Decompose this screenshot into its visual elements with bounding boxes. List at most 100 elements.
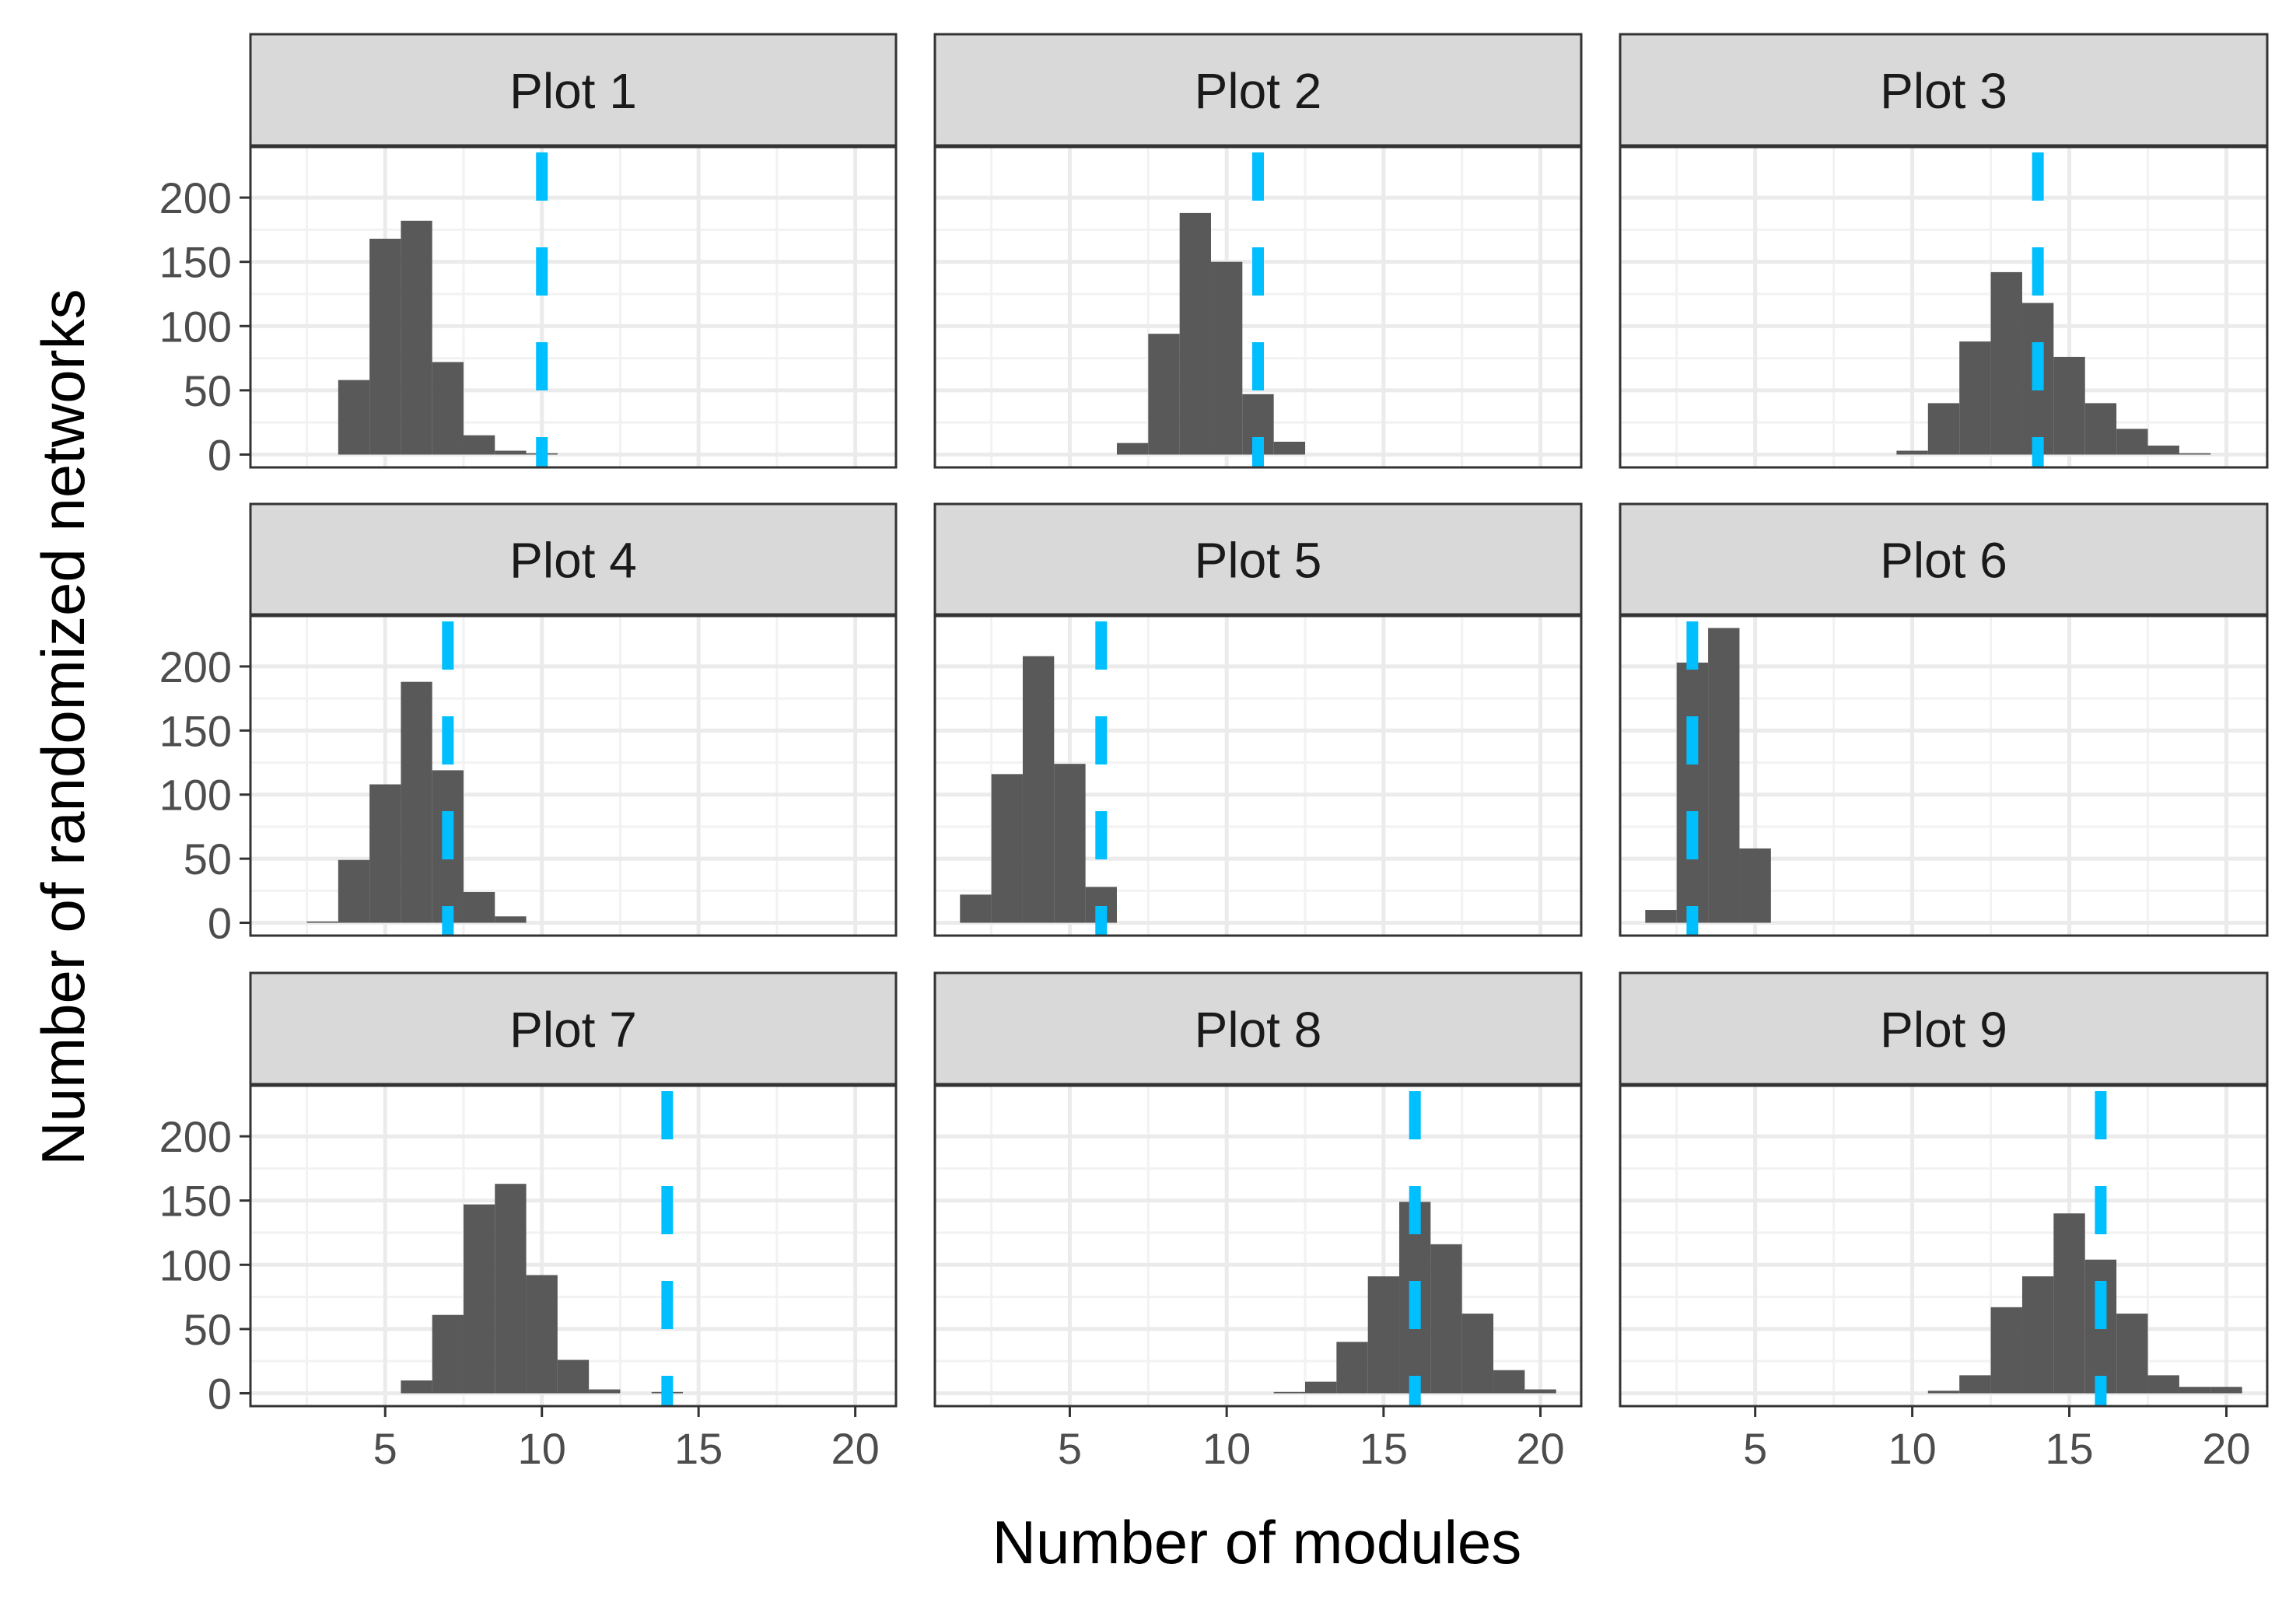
- panel-title: Plot 7: [509, 1002, 637, 1058]
- x-tick-label: 10: [1202, 1424, 1251, 1473]
- histogram-bar: [2053, 1213, 2085, 1394]
- y-tick-label: 150: [159, 1177, 232, 1226]
- histogram-bar: [463, 891, 495, 923]
- histogram-bar: [2116, 1314, 2148, 1394]
- x-tick-label: 5: [1058, 1424, 1082, 1473]
- histogram-bar: [1054, 764, 1086, 923]
- panel-title: Plot 4: [509, 533, 637, 589]
- histogram-bar: [2084, 403, 2117, 455]
- x-tick-label: 20: [831, 1424, 879, 1473]
- panel-8: Plot 8 5 10 15 20: [933, 971, 1583, 1473]
- x-tick-label: 10: [1888, 1424, 1936, 1473]
- x-tick-label: 20: [2202, 1424, 2250, 1473]
- histogram-bar: [1708, 628, 1740, 923]
- histogram-bar: [401, 1380, 432, 1394]
- histogram-bar: [2210, 1387, 2242, 1394]
- panel-title: Plot 9: [1880, 1002, 2007, 1058]
- histogram-bar: [1305, 1381, 1337, 1394]
- histogram-bar: [1959, 341, 1991, 455]
- histogram-bar: [2116, 429, 2148, 455]
- y-tick-label: 150: [159, 706, 232, 755]
- panel-background: [1620, 1085, 2267, 1406]
- strip-background: [1619, 502, 2269, 617]
- histogram-bar: [1927, 1391, 1960, 1394]
- histogram-bar: [589, 1389, 621, 1394]
- histogram-bar: [1990, 271, 2022, 455]
- x-tick-label: 15: [2045, 1424, 2093, 1473]
- histogram-bar: [1430, 1244, 1462, 1394]
- panel-title: Plot 6: [1880, 533, 2007, 589]
- panel-6: Plot 6: [1619, 502, 2269, 937]
- panel-background: [250, 1085, 896, 1406]
- histogram-bar: [463, 1204, 495, 1394]
- histogram-bar: [369, 238, 401, 455]
- histogram-bar: [432, 362, 464, 455]
- histogram-bar: [2147, 445, 2179, 455]
- panel-2: Plot 2: [933, 33, 1583, 469]
- y-tick-label: 200: [159, 642, 232, 691]
- histogram-bar: [306, 921, 338, 923]
- strip-background: [1619, 33, 2269, 148]
- histogram-bar: [432, 1314, 464, 1394]
- histogram-bar: [2021, 1276, 2054, 1394]
- histogram-bar: [338, 380, 370, 455]
- histogram-bar: [1273, 1391, 1306, 1394]
- histogram-bar: [463, 435, 495, 455]
- x-tick-label: 10: [518, 1424, 566, 1473]
- histogram-bar: [338, 859, 370, 923]
- histogram-bar: [1367, 1276, 1400, 1394]
- x-axis-title: Number of modules: [992, 1508, 1522, 1576]
- histogram-bar: [1645, 910, 1677, 923]
- histogram-bar: [1116, 443, 1149, 455]
- histogram-bar: [1461, 1314, 1494, 1394]
- histogram-bar: [557, 1359, 590, 1394]
- histogram-bar: [495, 916, 527, 923]
- strip-background: [249, 502, 898, 617]
- histogram-bar: [1273, 441, 1306, 455]
- histogram-bar: [1210, 261, 1243, 455]
- histogram-bar: [1148, 334, 1180, 455]
- panel-3: Plot 3: [1619, 33, 2269, 469]
- y-tick-label: 100: [159, 302, 232, 351]
- strip-background: [249, 971, 898, 1086]
- x-tick-label: 15: [674, 1424, 723, 1473]
- panel-1: Plot 1 0 50 100 150 200: [159, 33, 898, 479]
- panel-title: Plot 8: [1195, 1002, 1322, 1058]
- histogram-bar: [495, 450, 527, 455]
- histogram-bar: [1022, 656, 1055, 923]
- y-tick-label: 100: [159, 1240, 232, 1289]
- x-tick-label: 20: [1516, 1424, 1564, 1473]
- y-axis-title: Number of randomized networks: [29, 289, 97, 1165]
- histogram-bar: [1959, 1375, 1991, 1394]
- panel-5: Plot 5: [933, 502, 1583, 937]
- histogram-bar: [1524, 1389, 1556, 1394]
- x-tick-label: 15: [1360, 1424, 1408, 1473]
- strip-background: [933, 502, 1583, 617]
- histogram-bar: [526, 1275, 558, 1394]
- histogram-bar: [1927, 403, 1960, 455]
- strip-background: [933, 33, 1583, 148]
- y-tick-label: 150: [159, 238, 232, 287]
- histogram-bar: [1179, 212, 1211, 455]
- histogram-bar: [1493, 1370, 1525, 1394]
- panel-4: Plot 4 0 50 100 150 200: [159, 502, 898, 948]
- histogram-bar: [401, 681, 432, 923]
- y-tick-label: 50: [184, 366, 232, 415]
- histogram-bar: [1336, 1342, 1368, 1394]
- strip-background: [933, 971, 1583, 1086]
- histogram-bar: [2147, 1375, 2179, 1394]
- panel-title: Plot 5: [1195, 533, 1322, 589]
- y-tick-label: 200: [159, 173, 232, 222]
- histogram-bar: [1739, 848, 1771, 923]
- y-tick-label: 50: [184, 834, 232, 883]
- histogram-bar: [2053, 356, 2085, 455]
- panel-title: Plot 1: [509, 63, 637, 119]
- panel-title: Plot 3: [1880, 63, 2007, 119]
- y-tick-label: 50: [184, 1305, 232, 1354]
- y-tick-label: 200: [159, 1112, 232, 1161]
- histogram-bar: [2179, 453, 2211, 455]
- histogram-bar: [2179, 1387, 2211, 1394]
